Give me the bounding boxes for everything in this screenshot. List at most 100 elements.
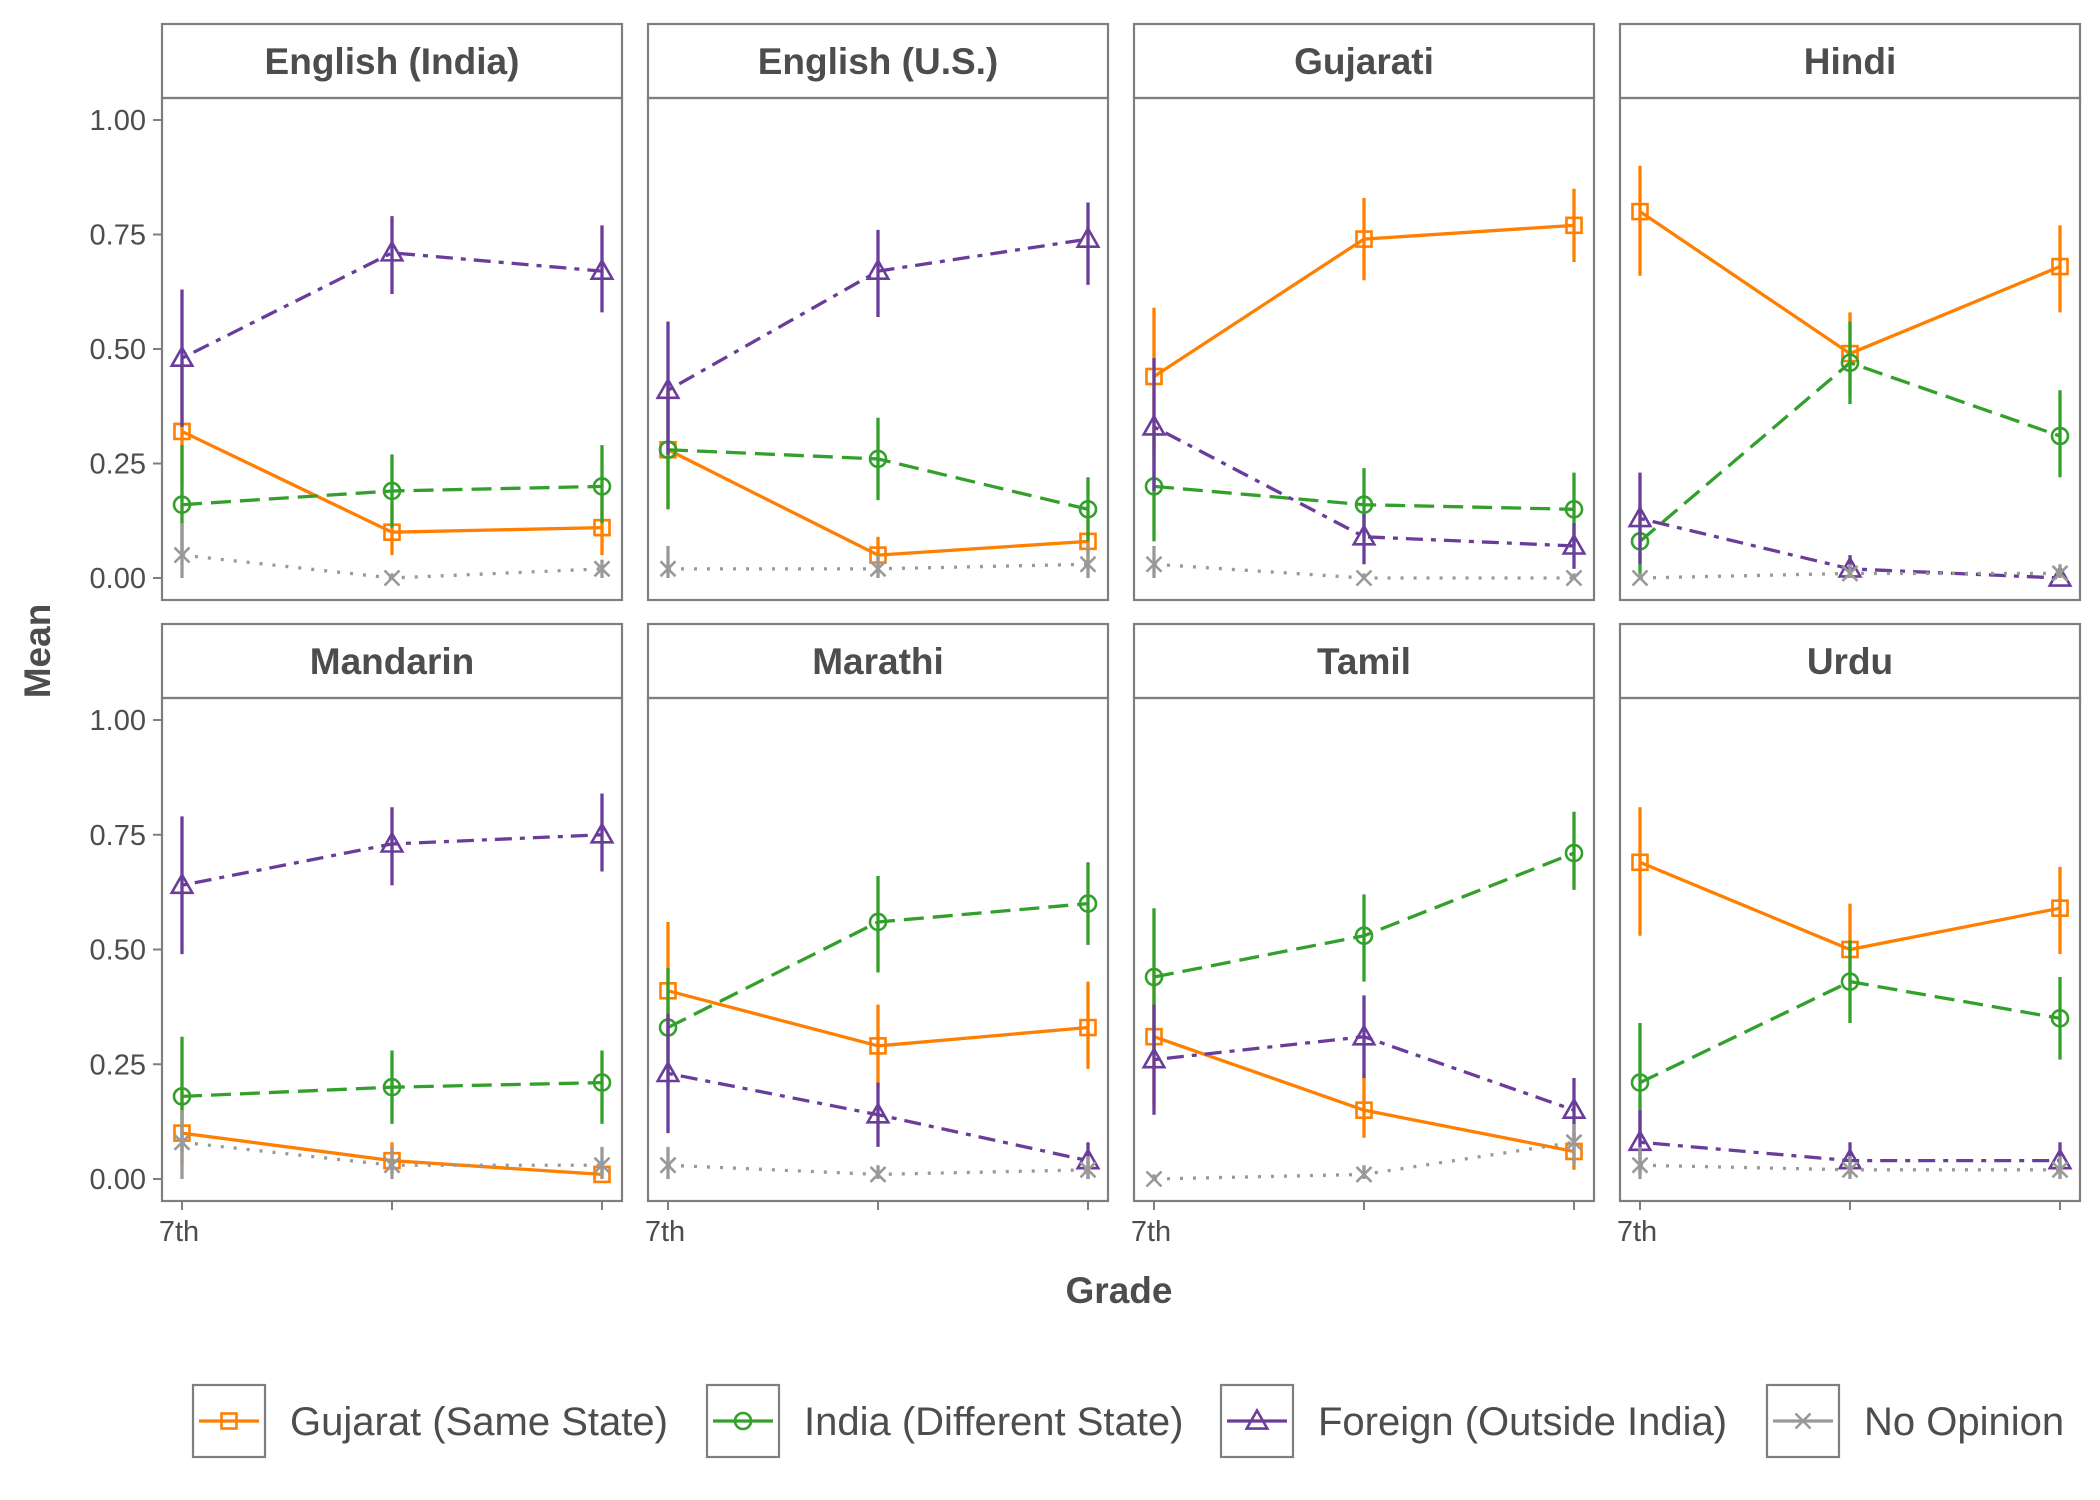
data-point xyxy=(655,1060,681,1083)
data-point xyxy=(1631,853,1649,872)
data-point xyxy=(1079,1161,1097,1179)
legend-marker xyxy=(1244,1407,1270,1430)
y-tick-label: 0.50 xyxy=(90,935,146,967)
data-point xyxy=(865,1101,891,1124)
facet-label: Gujarati xyxy=(1294,41,1434,82)
series-line xyxy=(1153,425,1575,548)
x-tick-label: 7th xyxy=(159,1216,199,1248)
data-point xyxy=(1079,555,1097,573)
data-point xyxy=(173,546,191,564)
data-point xyxy=(1144,967,1164,987)
y-tick-label: 0.75 xyxy=(90,220,146,252)
data-point xyxy=(1078,499,1098,519)
y-axis-title: Mean xyxy=(17,604,58,699)
data-point xyxy=(593,1156,611,1174)
series-no-opinion xyxy=(1631,564,2069,587)
facet-strip xyxy=(646,622,1110,700)
data-point xyxy=(169,872,195,895)
panel-border xyxy=(646,96,1110,602)
legend-marker xyxy=(1794,1412,1812,1430)
data-point xyxy=(655,377,681,400)
data-point xyxy=(2051,1161,2069,1179)
data-point xyxy=(659,1156,677,1174)
data-point xyxy=(1631,202,1649,221)
data-point xyxy=(865,258,891,281)
facet-strip xyxy=(1132,22,1596,100)
data-point xyxy=(1141,413,1167,436)
legend-label: India (Different State) xyxy=(804,1400,1183,1444)
series-no-opinion xyxy=(173,523,611,587)
series-no-opinion xyxy=(1145,1123,1583,1188)
data-point xyxy=(1079,1018,1097,1037)
data-point xyxy=(593,560,611,578)
data-point xyxy=(869,1165,887,1183)
data-point xyxy=(2050,426,2070,446)
series-no-opinion xyxy=(659,545,1097,578)
data-point xyxy=(2051,899,2069,917)
series-no-opinion xyxy=(173,1110,611,1179)
legend-item-no-opinion: No Opinion xyxy=(1765,1383,2064,1459)
facet-label: English (India) xyxy=(265,41,520,82)
data-point xyxy=(659,560,677,578)
legend: Gujarat (Same State) India (Different Sta… xyxy=(191,1383,2064,1459)
data-point xyxy=(1840,972,1860,991)
data-point xyxy=(1631,1156,1649,1174)
facet-label: Tamil xyxy=(1317,641,1411,682)
data-point xyxy=(1355,569,1373,587)
x-tick-label: 7th xyxy=(1617,1216,1657,1248)
y-tick-label: 1.00 xyxy=(90,705,146,737)
data-point xyxy=(1565,1133,1583,1151)
data-point xyxy=(169,345,195,368)
data-point xyxy=(1145,1170,1163,1188)
data-point xyxy=(868,449,888,469)
facet-strip xyxy=(160,22,624,100)
data-point xyxy=(173,1133,191,1151)
x-tick-label: 7th xyxy=(645,1216,685,1248)
data-point xyxy=(1840,353,1860,373)
legend-item-gujarat-same-state: Gujarat (Same State) xyxy=(191,1383,668,1459)
data-point xyxy=(1351,523,1377,546)
x-tick-label: 7th xyxy=(1131,1216,1171,1248)
y-tick-label: 0.25 xyxy=(90,449,146,481)
data-point xyxy=(1145,555,1163,573)
series-no-opinion xyxy=(1145,545,1583,587)
data-point xyxy=(1565,216,1583,235)
data-point xyxy=(1564,843,1584,863)
data-point xyxy=(1841,565,1859,582)
y-tick-label: 0.00 xyxy=(90,563,146,595)
series-foreign-outside-india xyxy=(169,216,615,427)
data-point xyxy=(382,1077,402,1097)
data-point xyxy=(1841,1161,1859,1179)
data-point xyxy=(379,239,405,262)
facet-label: Urdu xyxy=(1807,641,1893,682)
series-line xyxy=(181,251,603,360)
panel-mandarin: Mandarin xyxy=(160,622,624,1203)
series-line xyxy=(181,1140,602,1167)
panels: English (India) English (U.S.) Gujarati Hin… xyxy=(160,22,2082,1203)
series-no-opinion xyxy=(659,1146,1097,1183)
data-point xyxy=(2051,257,2069,276)
data-point xyxy=(2051,565,2069,582)
panel-tamil: Tamil xyxy=(1132,622,1596,1203)
series-foreign-outside-india xyxy=(655,202,1101,455)
data-point xyxy=(172,1087,192,1106)
data-point xyxy=(1354,495,1374,515)
data-point xyxy=(589,258,615,281)
facet-strip xyxy=(646,22,1110,100)
data-point xyxy=(383,1156,401,1174)
data-point xyxy=(868,912,888,932)
panel-marathi: Marathi xyxy=(646,622,1110,1203)
legend-item-india-different-state: India (Different State) xyxy=(705,1383,1183,1459)
series-foreign-outside-india xyxy=(169,793,615,955)
data-point xyxy=(2047,564,2073,587)
y-tick-label: 1.00 xyxy=(90,105,146,137)
facet-label: Marathi xyxy=(812,641,944,682)
facet-strip xyxy=(160,622,624,700)
panel-urdu: Urdu xyxy=(1618,622,2082,1203)
panel-english-india: English (India) xyxy=(160,22,624,602)
facet-label: Hindi xyxy=(1804,41,1896,82)
panel-border xyxy=(1132,96,1596,602)
data-point xyxy=(383,569,401,587)
axes: 0.00 0.25 0.50 0.75 1.00 0.00 0.25 0.50 0.75 1.00… xyxy=(17,105,2061,1311)
